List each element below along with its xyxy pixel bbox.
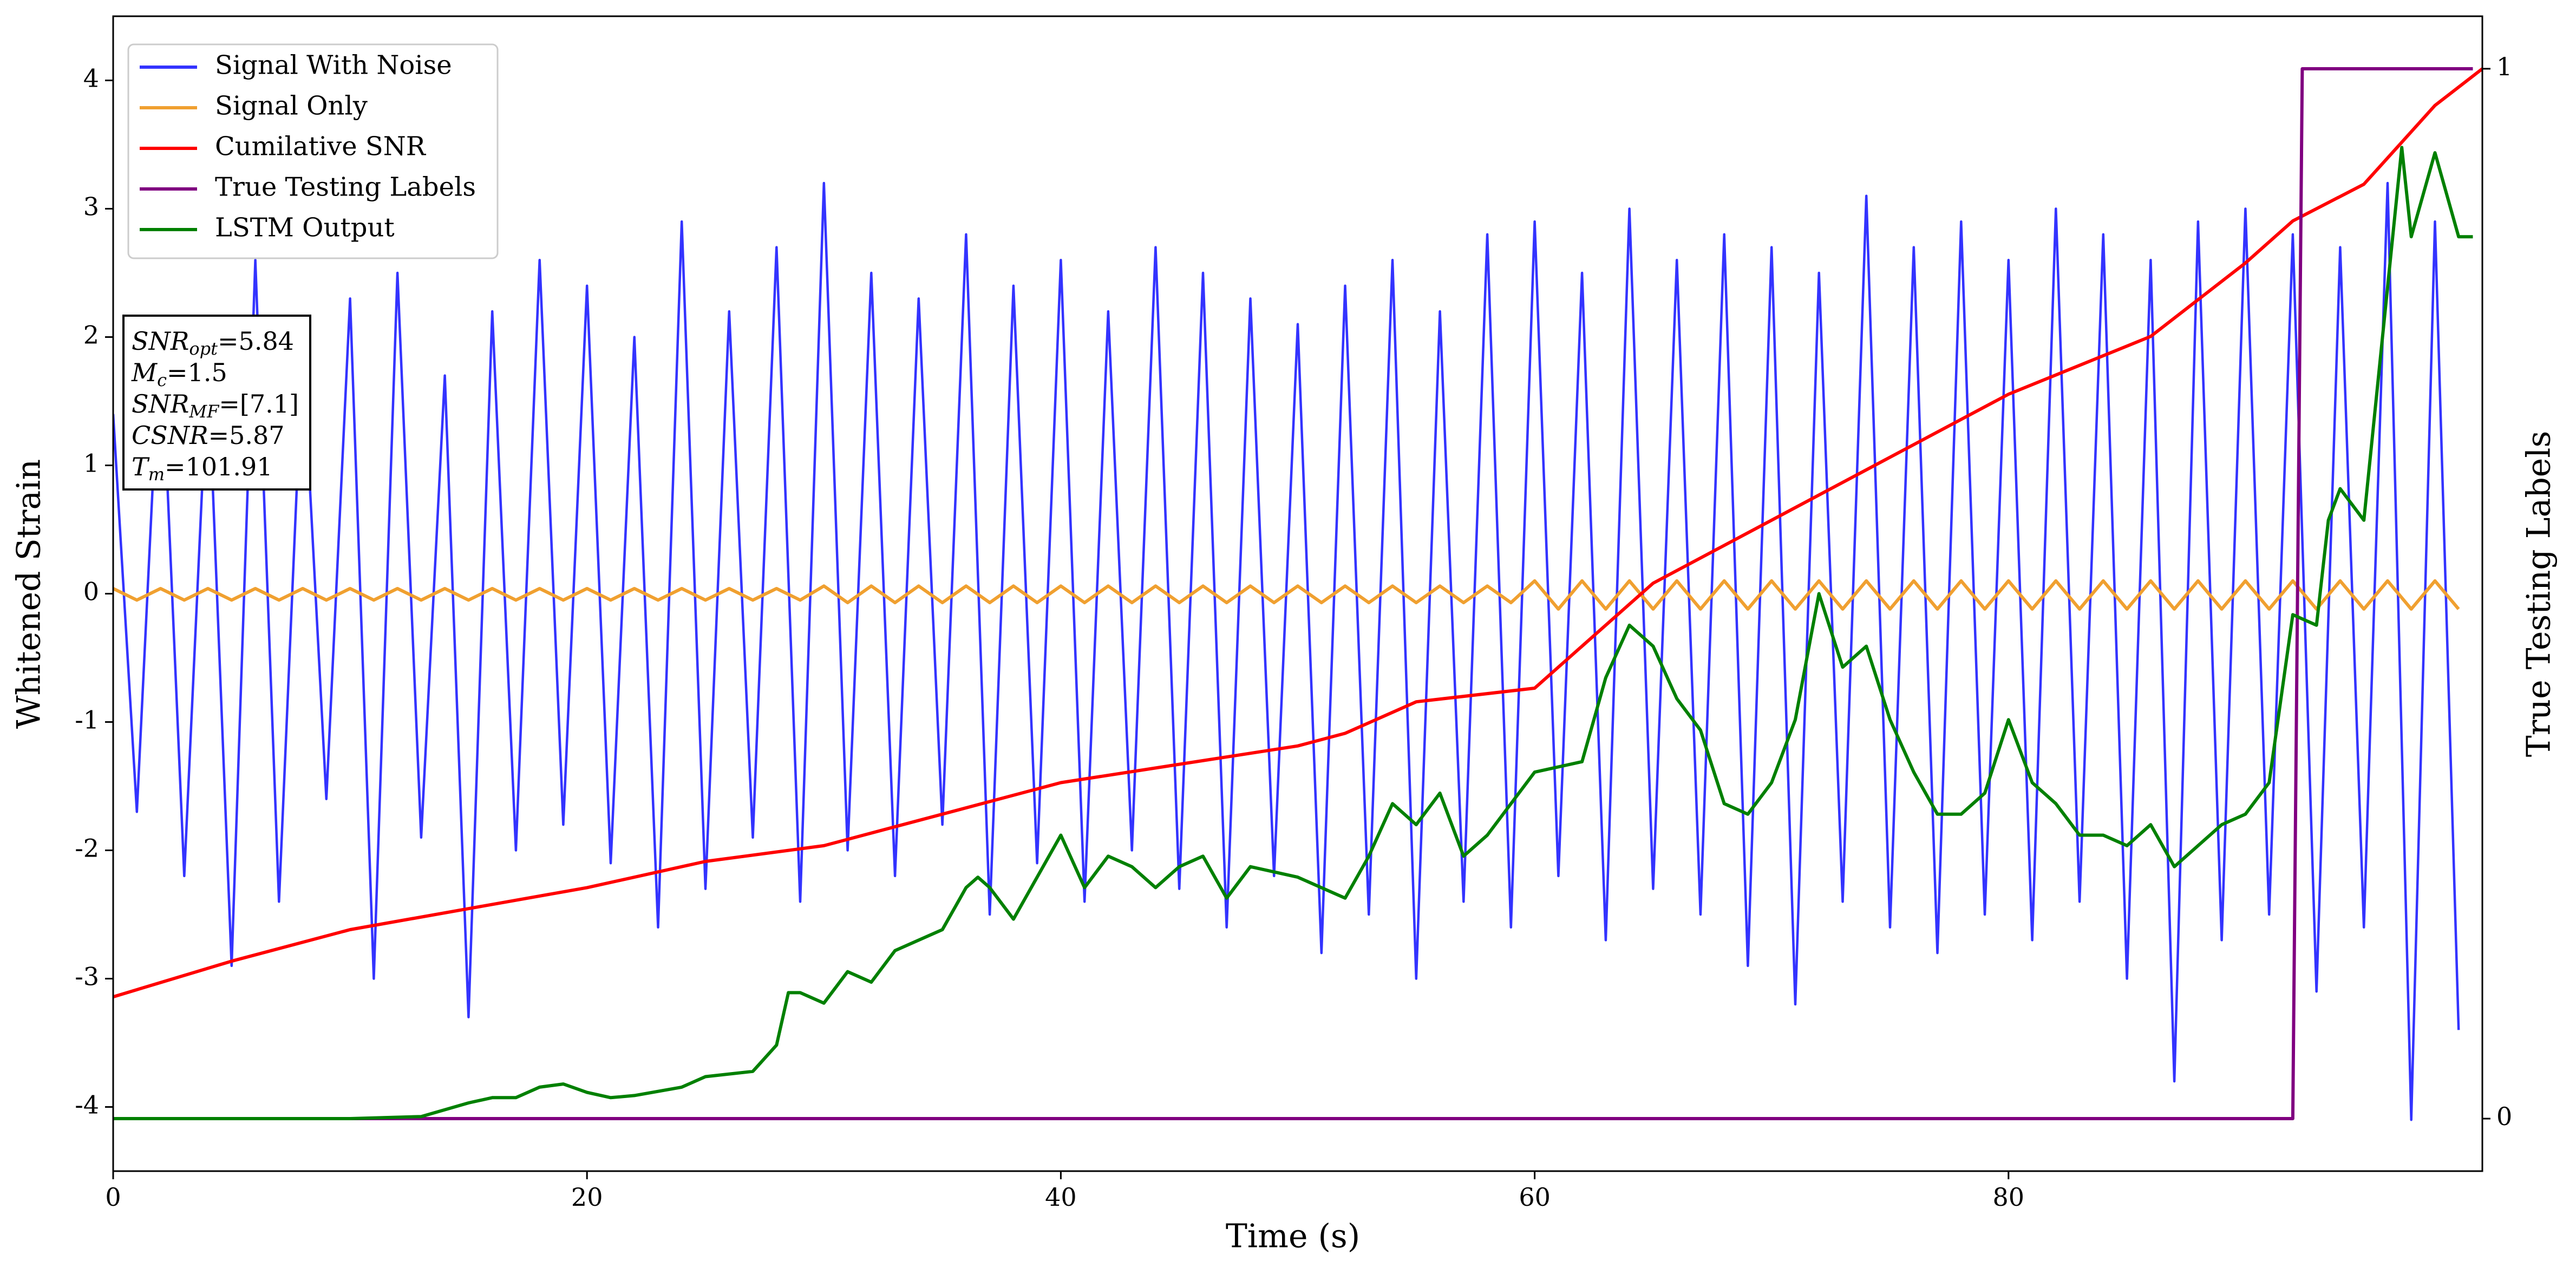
y-tick-label: -1 <box>75 705 99 735</box>
y2-tick-label: 0 <box>2496 1102 2512 1131</box>
annotation-rest: =[7.1] <box>219 389 299 419</box>
x-tick-label: 80 <box>1993 1182 2025 1212</box>
annotation-line: SNRopt=5.84 <box>132 326 294 359</box>
plot-area <box>113 67 2482 1121</box>
annotation-sub: m <box>148 464 165 485</box>
y-axis-label: Whitened Strain <box>10 459 48 729</box>
annotation-rest: =101.91 <box>165 452 273 481</box>
annotation-sub: MF <box>188 401 220 422</box>
x-tick-label: 0 <box>105 1182 121 1212</box>
x-tick-label: 40 <box>1045 1182 1077 1212</box>
annotation-main: M <box>131 358 158 387</box>
annotation-main: SNR <box>132 326 189 356</box>
y-tick-label: 4 <box>83 64 99 93</box>
annotation-line: SNRMF=[7.1] <box>132 389 299 422</box>
y-tick-label: -3 <box>75 962 99 991</box>
annotation-rest: =1.5 <box>167 358 227 387</box>
x-tick-label: 60 <box>1519 1182 1551 1212</box>
y-tick-label: 2 <box>83 321 99 350</box>
x-tick-label: 20 <box>571 1182 603 1212</box>
y2-tick-label: 1 <box>2496 52 2512 81</box>
series-line <box>113 579 2460 611</box>
annotation-sub: c <box>157 370 167 390</box>
annotation-main: T <box>132 452 150 481</box>
y-tick-label: 1 <box>83 449 99 478</box>
y-tick-label: 0 <box>83 577 99 606</box>
annotation-rest: =5.84 <box>218 326 294 356</box>
annotation-main: CSNR <box>132 421 208 450</box>
y-tick-label: -2 <box>75 834 99 863</box>
x-axis-label: Time (s) <box>1226 1218 1360 1256</box>
annotation-sub: opt <box>189 338 218 359</box>
legend-text: Signal Only <box>215 91 368 121</box>
y-tick-label: -4 <box>75 1090 99 1120</box>
legend-text: Cumilative SNR <box>215 132 427 162</box>
legend-text: True Testing Labels <box>215 172 476 202</box>
y-tick-label: 3 <box>83 192 99 221</box>
annotation-box <box>122 315 311 491</box>
annotation-line: CSNR=5.87 <box>132 421 285 450</box>
series-line <box>113 181 2460 1121</box>
series-line <box>113 67 2473 1120</box>
series-line <box>113 146 2473 1120</box>
annotation-rest: =5.87 <box>208 421 285 450</box>
legend-text: Signal With Noise <box>215 50 452 81</box>
legend-text: LSTM Output <box>215 213 395 243</box>
legend-box <box>127 43 499 259</box>
annotation-line: Tm=101.91 <box>132 452 273 485</box>
plot-frame <box>112 15 2483 1172</box>
annotation-line: Mc=1.5 <box>131 358 227 390</box>
annotation-main: SNR <box>132 389 189 419</box>
y2-axis-label: True Testing Labels <box>2520 431 2558 757</box>
series-line <box>113 67 2482 998</box>
